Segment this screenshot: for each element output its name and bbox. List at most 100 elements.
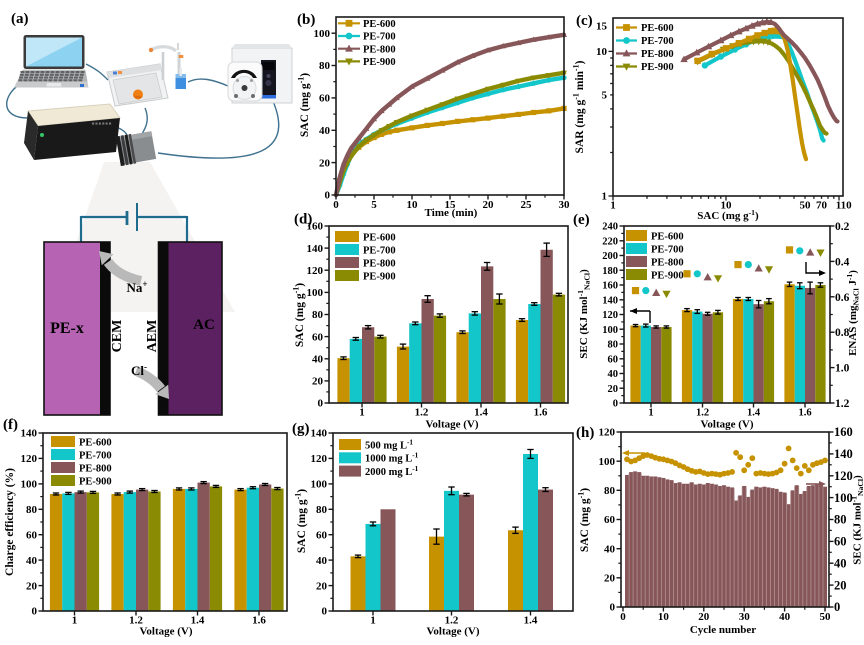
svg-text:120: 120 [311, 453, 328, 465]
svg-text:(f): (f) [3, 417, 18, 433]
svg-text:PE-900: PE-900 [363, 271, 396, 282]
svg-text:0: 0 [620, 611, 626, 623]
svg-text:10: 10 [721, 200, 733, 212]
svg-text:SAC (mg g-1): SAC (mg g-1) [697, 208, 759, 222]
svg-text:500 mg L-1: 500 mg L-1 [365, 437, 413, 451]
svg-text:PE-800: PE-800 [363, 258, 396, 269]
svg-text:100: 100 [599, 456, 616, 468]
svg-text:CEM: CEM [110, 320, 125, 353]
svg-text:160: 160 [602, 281, 618, 292]
svg-text:Charge efficiency (%): Charge efficiency (%) [4, 468, 16, 576]
svg-text:PE-900: PE-900 [651, 270, 684, 281]
svg-text:SAC (mg g-1): SAC (mg g-1) [297, 73, 311, 137]
svg-text:(h): (h) [576, 425, 594, 441]
svg-text:PE-900: PE-900 [363, 57, 396, 68]
svg-text:1.6: 1.6 [252, 615, 266, 627]
svg-text:100: 100 [602, 325, 618, 336]
svg-text:100: 100 [307, 287, 324, 299]
svg-text:PE-x: PE-x [50, 320, 84, 337]
svg-text:200: 200 [602, 251, 618, 262]
svg-text:50: 50 [820, 611, 832, 623]
svg-text:PE-800: PE-800 [79, 463, 112, 474]
svg-text:0: 0 [610, 602, 616, 614]
svg-text:PE-700: PE-700 [641, 36, 674, 47]
svg-text:PE-600: PE-600 [363, 19, 396, 30]
svg-text:220: 220 [602, 236, 618, 247]
svg-text:2000 mg L-1: 2000 mg L-1 [365, 464, 419, 478]
svg-text:SAC (mg g-1): SAC (mg g-1) [577, 488, 591, 552]
svg-text:20: 20 [312, 376, 324, 388]
svg-text:(c): (c) [576, 13, 593, 29]
svg-text:60: 60 [26, 529, 38, 541]
svg-text:1.6: 1.6 [798, 408, 811, 419]
svg-text:5: 5 [602, 90, 608, 102]
svg-text:20: 20 [604, 573, 616, 585]
svg-text:PE-800: PE-800 [651, 257, 684, 268]
svg-text:AEM: AEM [145, 320, 160, 353]
svg-text:PE-900: PE-900 [641, 62, 674, 73]
svg-text:140: 140 [307, 243, 324, 255]
svg-text:20: 20 [319, 157, 331, 169]
svg-text:SAR (mg g-1 min-1): SAR (mg g-1 min-1) [572, 60, 586, 153]
svg-text:110: 110 [836, 200, 852, 212]
svg-text:0: 0 [333, 199, 339, 211]
svg-text:1: 1 [602, 191, 608, 203]
svg-text:Cl-: Cl- [131, 362, 147, 378]
svg-text:Voltage (V): Voltage (V) [139, 626, 192, 638]
svg-text:1: 1 [610, 200, 616, 212]
svg-text:140: 140 [311, 428, 328, 440]
svg-text:100: 100 [314, 28, 331, 40]
svg-text:25: 25 [521, 199, 533, 211]
svg-text:1.2: 1.2 [415, 407, 429, 419]
svg-text:SEC (KJ mol-1NaCl): SEC (KJ mol-1NaCl) [576, 269, 592, 359]
svg-text:40: 40 [604, 543, 616, 555]
svg-text:180: 180 [602, 266, 618, 277]
svg-text:80: 80 [319, 60, 331, 72]
svg-text:40: 40 [312, 353, 324, 365]
svg-text:100: 100 [834, 491, 853, 505]
svg-text:20: 20 [834, 578, 847, 592]
svg-text:PE-900: PE-900 [79, 476, 112, 487]
svg-text:100: 100 [311, 479, 328, 491]
svg-text:140: 140 [834, 447, 853, 461]
svg-text:60: 60 [312, 331, 324, 343]
svg-text:60: 60 [608, 354, 619, 365]
svg-text:0.6: 0.6 [835, 292, 850, 304]
svg-text:40: 40 [779, 611, 791, 623]
svg-text:PE-700: PE-700 [363, 245, 396, 256]
svg-text:1.6: 1.6 [534, 407, 548, 419]
svg-text:10: 10 [658, 611, 670, 623]
svg-text:Voltage (V): Voltage (V) [426, 626, 479, 638]
svg-text:50: 50 [800, 200, 812, 212]
svg-text:PE-600: PE-600 [641, 23, 674, 34]
svg-text:1.4: 1.4 [191, 615, 205, 627]
svg-text:0: 0 [834, 600, 840, 614]
svg-text:PE-700: PE-700 [651, 244, 684, 255]
svg-text:40: 40 [834, 557, 847, 571]
svg-text:(e): (e) [573, 212, 590, 228]
svg-text:120: 120 [307, 265, 324, 277]
svg-text:AC: AC [193, 317, 215, 333]
svg-text:20: 20 [608, 384, 619, 395]
svg-text:40: 40 [319, 125, 331, 137]
svg-text:60: 60 [834, 535, 847, 549]
svg-text:PE-800: PE-800 [641, 49, 674, 60]
svg-text:0: 0 [613, 399, 618, 410]
svg-text:30: 30 [739, 611, 751, 623]
svg-text:1.4: 1.4 [524, 615, 538, 627]
svg-text:Cycle number: Cycle number [690, 624, 756, 636]
svg-text:1: 1 [72, 615, 78, 627]
svg-text:120: 120 [599, 427, 616, 439]
svg-text:10: 10 [407, 199, 419, 211]
svg-text:20: 20 [483, 199, 495, 211]
svg-text:1: 1 [359, 407, 365, 419]
svg-text:SAC (mg g-1): SAC (mg g-1) [292, 283, 306, 347]
svg-text:160: 160 [307, 221, 324, 233]
svg-text:20: 20 [316, 580, 328, 592]
svg-text:30: 30 [559, 199, 571, 211]
svg-text:1: 1 [648, 408, 653, 419]
svg-text:1.4: 1.4 [747, 408, 761, 419]
svg-text:120: 120 [834, 469, 853, 483]
svg-text:PE-600: PE-600 [79, 437, 112, 448]
svg-text:SEC (KJ mol-1NaCl): SEC (KJ mol-1NaCl) [849, 475, 864, 565]
